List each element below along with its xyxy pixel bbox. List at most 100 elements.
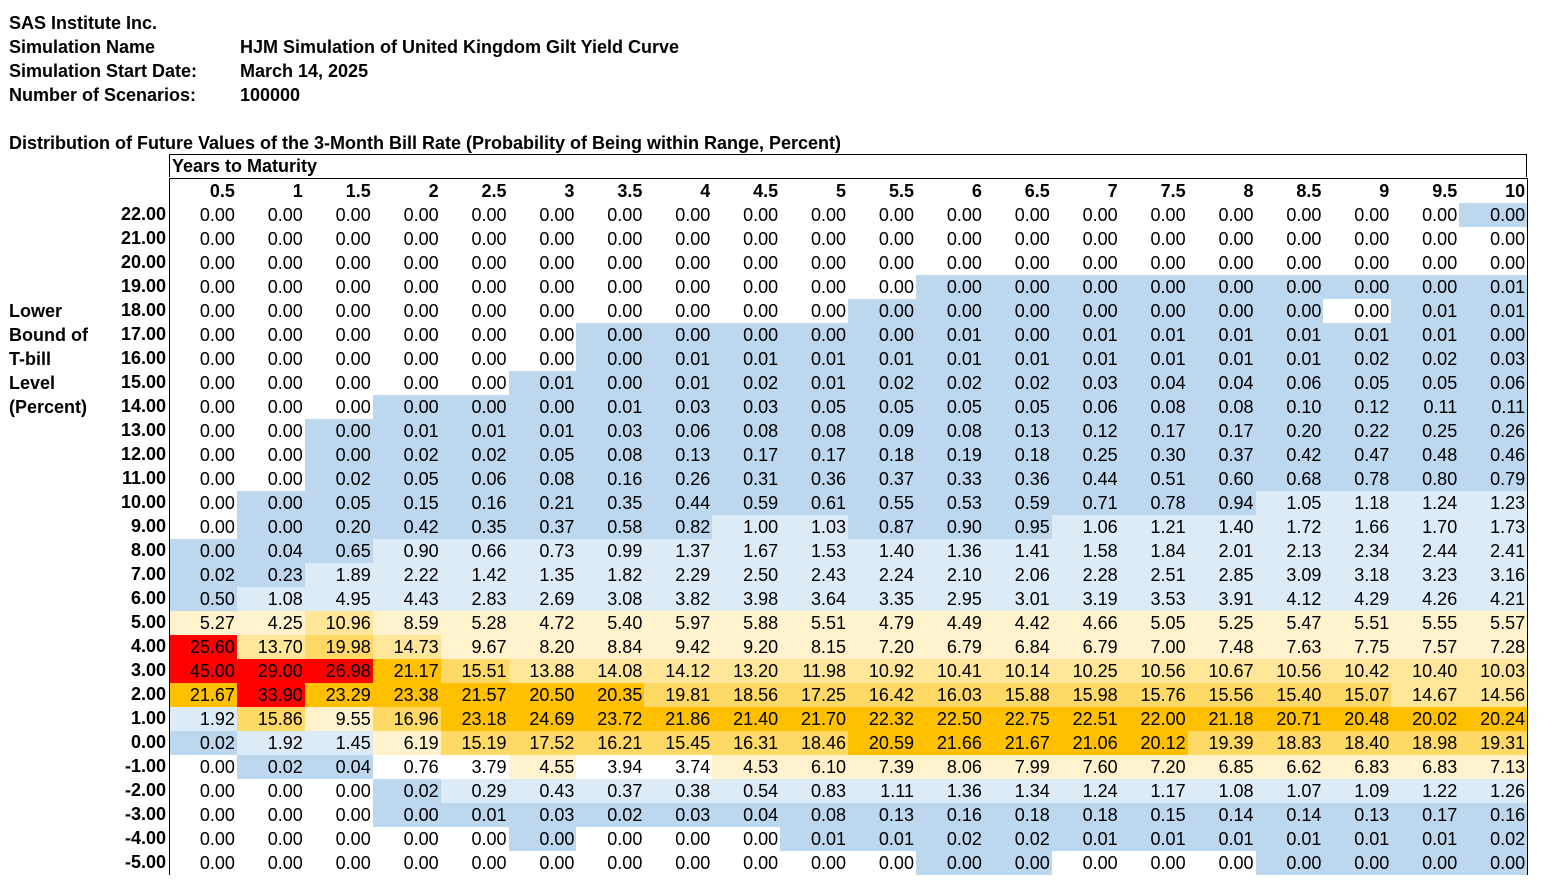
- table-cell: 0.00: [1119, 251, 1188, 275]
- table-cell: 0.06: [644, 419, 713, 443]
- row-label: 2.00: [130, 684, 166, 704]
- table-cell: 6.79: [915, 635, 984, 659]
- table-cell: 21.57: [440, 683, 509, 707]
- table-cell: 0.15: [372, 491, 441, 515]
- table-cell: 0.00: [304, 347, 373, 371]
- table-cell: 5.05: [1119, 611, 1188, 635]
- column-header: 8.5: [1296, 181, 1322, 201]
- table-cell: 0.00: [304, 227, 373, 251]
- table-cell: 0.00: [644, 275, 713, 299]
- table-cell: 0.00: [848, 275, 916, 299]
- table-cell: 7.48: [1187, 635, 1256, 659]
- table-cell: 0.00: [1119, 275, 1188, 299]
- table-cell: 0.00: [304, 371, 373, 395]
- table-cell: 1.84: [1119, 539, 1188, 563]
- table-cell: 22.32: [848, 707, 916, 731]
- table-cell: 0.18: [848, 443, 916, 467]
- row-axis-label-line: (Percent): [9, 397, 88, 417]
- table-cell: 0.02: [983, 371, 1052, 395]
- table-cell: 0.01: [1051, 323, 1120, 347]
- table-cell: 0.05: [372, 467, 441, 491]
- table-cell: 0.54: [712, 779, 781, 803]
- table-cell: 1.36: [915, 539, 984, 563]
- table-cell: 0.00: [712, 851, 781, 875]
- table-cell: 0.01: [1119, 347, 1188, 371]
- table-cell: 23.72: [576, 707, 645, 731]
- table-cell: 3.79: [440, 755, 509, 779]
- table-cell: 0.00: [848, 203, 916, 227]
- table-row: 0.00 0.00 0.02 0.05 0.06 0.08 0.16 0.26 0.31 0.36…: [170, 467, 1528, 491]
- table-cell: 0.09: [848, 419, 916, 443]
- table-cell: 0.04: [1119, 371, 1188, 395]
- table-cell: 0.08: [508, 467, 577, 491]
- table-cell: 0.05: [304, 491, 373, 515]
- table-cell: 0.06: [1051, 395, 1120, 419]
- table-cell: 0.13: [1323, 803, 1392, 827]
- table-row: 0.00 0.00 0.00 0.00 0.01 0.03 0.02 0.03 0.04 0.08…: [170, 803, 1528, 827]
- table-cell: 0.83: [780, 779, 849, 803]
- table-cell: 0.00: [848, 251, 916, 275]
- table-cell: 1.24: [1391, 491, 1460, 515]
- table-cell: 0.00: [170, 515, 237, 539]
- table-cell: 4.72: [508, 611, 577, 635]
- table-cell: 0.00: [236, 395, 305, 419]
- table-cell: 3.18: [1323, 563, 1392, 587]
- table-cell: 0.00: [1187, 227, 1256, 251]
- column-header: 3.5: [617, 181, 643, 201]
- table-cell: 4.49: [915, 611, 984, 635]
- table-row: 5.27 4.25 10.96 8.59 5.28 4.72 5.40 5.97 5.88 5.5…: [170, 611, 1528, 635]
- table-cell: 1.18: [1323, 491, 1392, 515]
- table-cell: 0.00: [983, 251, 1052, 275]
- table-cell: 0.43: [508, 779, 577, 803]
- table-cell: 0.10: [1255, 395, 1324, 419]
- table-cell: 0.00: [712, 323, 781, 347]
- table-cell: 0.00: [1051, 275, 1120, 299]
- table-cell: 5.97: [644, 611, 713, 635]
- table-cell: 0.42: [1255, 443, 1324, 467]
- row-label: 7.00: [130, 564, 166, 584]
- row-labels: 22.00 21.00 20.00 19.00 18.00 17.00 16.00 15.00…: [100, 202, 166, 874]
- table-cell: 0.00: [304, 851, 373, 875]
- table-row: 0.00 0.02 0.04 0.76 3.79 4.55 3.94 3.74 4.53 6.10…: [170, 755, 1528, 779]
- table-cell: 1.40: [848, 539, 916, 563]
- table-cell: 6.85: [1187, 755, 1256, 779]
- table-cell: 0.36: [780, 467, 849, 491]
- table-cell: 10.56: [1255, 659, 1324, 683]
- table-cell: 0.02: [440, 443, 509, 467]
- table-cell: 0.01: [1187, 347, 1256, 371]
- table-cell: 0.18: [983, 803, 1052, 827]
- company-name: SAS Institute Inc.: [9, 13, 158, 33]
- table-cell: 0.20: [1255, 419, 1324, 443]
- table-cell: 4.66: [1051, 611, 1120, 635]
- table-cell: 0.01: [1187, 827, 1256, 851]
- table-cell: 0.00: [1187, 275, 1256, 299]
- table-cell: 0.01: [644, 347, 713, 371]
- table-cell: 0.00: [304, 779, 373, 803]
- table-cell: 10.42: [1323, 659, 1392, 683]
- table-cell: 1.05: [1255, 491, 1324, 515]
- table-cell: 0.00: [780, 227, 849, 251]
- table-cell: 0.12: [1051, 419, 1120, 443]
- table-cell: 0.00: [372, 851, 441, 875]
- table-cell: 20.59: [848, 731, 916, 755]
- table-cell: 0.00: [372, 227, 441, 251]
- table-cell: 11.98: [780, 659, 849, 683]
- table-cell: 0.04: [304, 755, 373, 779]
- table-cell: 0.17: [1391, 803, 1460, 827]
- table-row: 1.92 15.86 9.55 16.96 23.18 24.69 23.72 21.86 21…: [170, 707, 1528, 731]
- table-cell: 0.12: [1323, 395, 1392, 419]
- table-cell: 0.00: [1255, 227, 1324, 251]
- table-cell: 20.12: [1119, 731, 1188, 755]
- table-cell: 9.20: [712, 635, 781, 659]
- table-cell: 2.01: [1187, 539, 1256, 563]
- table-cell: 0.00: [1323, 851, 1392, 875]
- column-header: 3: [564, 181, 575, 201]
- table-cell: 0.05: [1391, 371, 1460, 395]
- table-cell: 0.02: [170, 563, 237, 587]
- table-cell: 0.02: [304, 467, 373, 491]
- table-cell: 10.14: [983, 659, 1052, 683]
- table-cell: 0.00: [1255, 275, 1324, 299]
- table-cell: 15.56: [1187, 683, 1256, 707]
- table-cell: 0.01: [1391, 299, 1460, 323]
- table-cell: 0.00: [576, 275, 645, 299]
